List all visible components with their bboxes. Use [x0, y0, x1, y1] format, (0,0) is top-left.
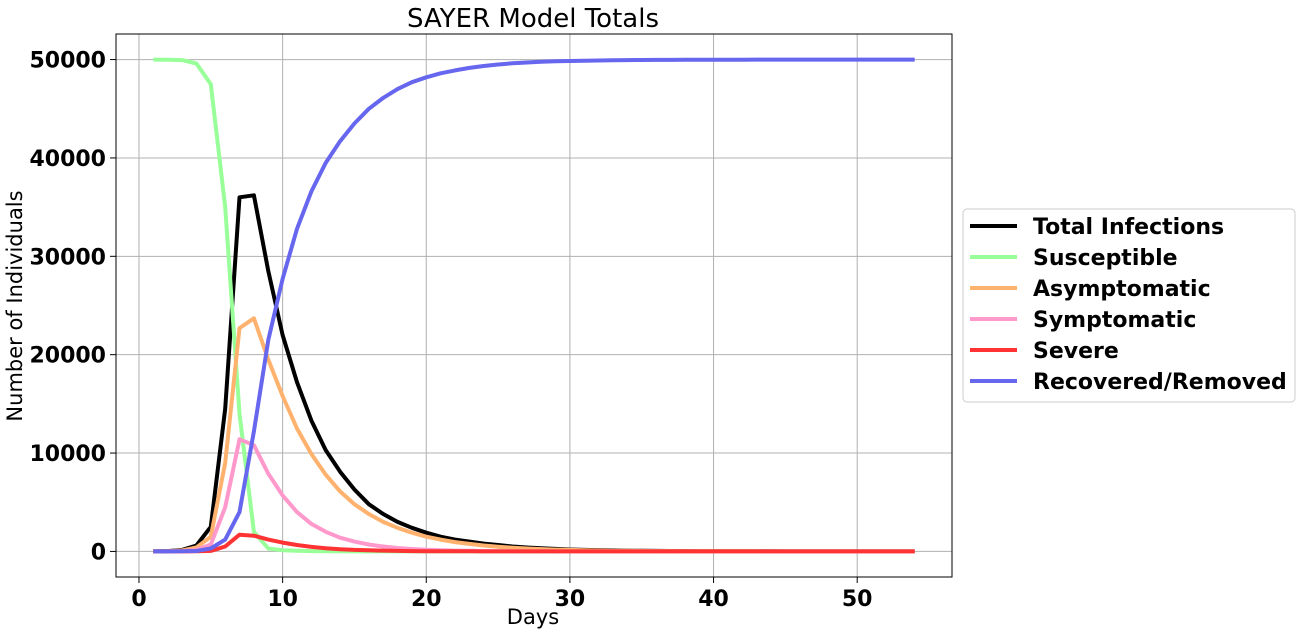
y-axis-ticks: 0 10000 20000 30000 40000 50000 — [29, 49, 116, 565]
series-line-severe — [153, 532, 915, 554]
plot-frame — [115, 33, 953, 578]
series-line-symptomatic — [153, 437, 915, 554]
y-tick-label: 30000 — [29, 245, 106, 270]
x-tick-label: 30 — [555, 587, 586, 612]
x-tick-label: 40 — [698, 587, 729, 612]
y-tick-label: 10000 — [29, 442, 106, 467]
series-line-total-infections — [153, 193, 915, 554]
legend-label-severe: Severe — [1033, 339, 1119, 364]
chart-title: SAYER Model Totals — [407, 4, 659, 34]
grid — [116, 34, 952, 577]
series-line-susceptible — [153, 57, 915, 554]
series-layer — [153, 57, 915, 554]
x-axis-ticks: 0 10 20 30 40 50 — [131, 577, 873, 612]
x-tick-label: 50 — [842, 587, 873, 612]
legend-label-susceptible: Susceptible — [1033, 246, 1178, 271]
series-line-recovered-removed — [153, 57, 915, 554]
x-tick-label: 10 — [267, 587, 298, 612]
y-tick-label: 40000 — [29, 147, 106, 172]
legend-label-total-infections: Total Infections — [1033, 215, 1224, 240]
legend-label-recovered-removed: Recovered/Removed — [1033, 370, 1287, 395]
x-axis-label: Days — [507, 605, 559, 629]
y-tick-label: 20000 — [29, 344, 106, 369]
legend-label-asymptomatic: Asymptomatic — [1033, 277, 1211, 302]
y-tick-label: 0 — [91, 540, 106, 565]
legend-box — [962, 208, 1296, 403]
x-tick-label: 0 — [131, 587, 146, 612]
legend-label-symptomatic: Symptomatic — [1033, 308, 1196, 333]
legend: Total Infections Susceptible Asymptomatic S… — [962, 208, 1296, 403]
x-tick-label: 20 — [411, 587, 442, 612]
y-axis-label: Number of Individuals — [3, 190, 27, 421]
y-tick-label: 50000 — [29, 49, 106, 74]
